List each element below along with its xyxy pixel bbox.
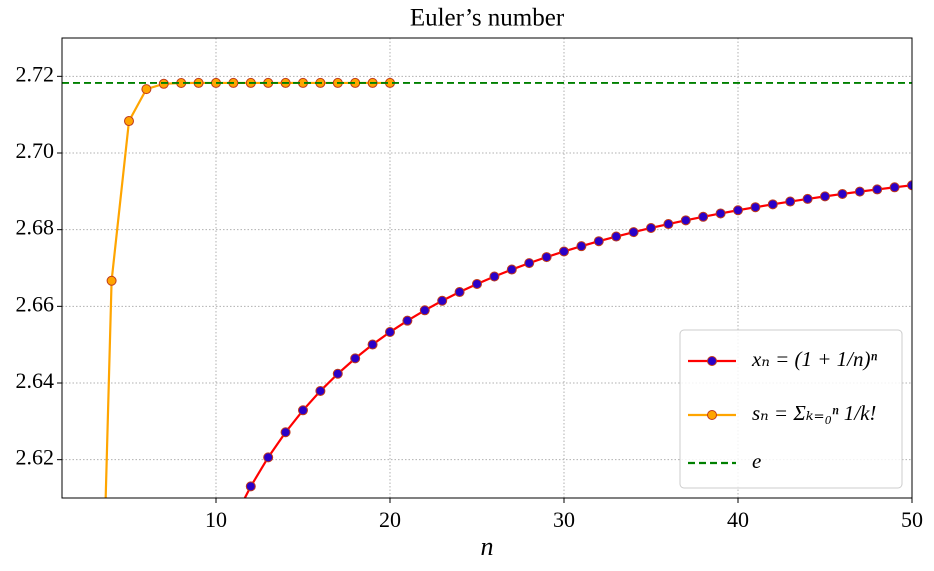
data-point — [524, 258, 535, 269]
data-point — [593, 236, 604, 247]
data-point — [437, 295, 448, 306]
x-tick-label: 30 — [553, 507, 575, 532]
x-tick-label: 50 — [901, 507, 923, 532]
data-point — [229, 516, 238, 525]
data-point — [419, 305, 430, 316]
data-point — [315, 385, 326, 396]
y-tick-label: 2.72 — [16, 61, 55, 86]
data-point — [698, 211, 709, 222]
data-point — [541, 252, 552, 263]
y-tick-label: 2.70 — [16, 138, 55, 163]
data-point — [767, 199, 778, 210]
y-tick-label: 2.62 — [16, 445, 55, 470]
data-point — [663, 219, 674, 230]
data-point — [680, 215, 691, 226]
data-point — [106, 275, 117, 286]
data-point — [367, 339, 378, 350]
data-point — [819, 191, 830, 202]
legend-label: e — [752, 449, 761, 473]
data-point — [872, 184, 883, 195]
data-point — [889, 182, 900, 193]
data-point — [907, 180, 912, 191]
legend-marker — [707, 356, 717, 366]
y-tick-label: 2.68 — [16, 215, 55, 240]
data-point — [628, 227, 639, 238]
legend-marker — [707, 410, 717, 420]
data-point — [750, 202, 761, 213]
axes-frame — [61, 37, 913, 499]
data-point — [280, 427, 291, 438]
x-tick-label: 10 — [205, 507, 227, 532]
data-point — [471, 278, 482, 289]
legend-label: xₙ = (1 + 1/n)ⁿ — [751, 347, 877, 371]
data-point — [350, 353, 361, 364]
data-point — [506, 264, 517, 275]
legend-label: sₙ = Σₖ₌₀ⁿ 1/k! — [752, 401, 876, 425]
data-point — [211, 556, 220, 565]
data-point — [123, 116, 134, 127]
data-point — [854, 186, 865, 197]
data-point — [785, 196, 796, 207]
legend-box — [679, 329, 903, 489]
x-tick-label: 20 — [379, 507, 401, 532]
data-point — [611, 231, 622, 242]
data-point — [576, 241, 587, 252]
chart-title: Euler’s number — [410, 5, 565, 32]
data-point — [141, 84, 152, 95]
plot-area — [62, 77, 912, 565]
y-tick-label: 2.66 — [16, 291, 55, 316]
data-point — [332, 368, 343, 379]
data-point — [645, 222, 656, 233]
data-point — [245, 481, 256, 492]
data-point — [732, 205, 743, 216]
data-point — [297, 405, 308, 416]
data-point — [454, 287, 465, 298]
data-point — [837, 188, 848, 199]
data-point — [558, 246, 569, 257]
x-tick-label: 40 — [727, 507, 749, 532]
data-point — [489, 271, 500, 282]
x-axis-label: n — [481, 532, 494, 561]
y-tick-label: 2.64 — [16, 368, 55, 393]
data-point — [402, 315, 413, 326]
data-point — [384, 327, 395, 338]
data-point — [263, 452, 274, 463]
data-point — [802, 193, 813, 204]
legend: xₙ = (1 + 1/n)ⁿ sₙ = Σₖ₌₀ⁿ 1/k! e — [679, 329, 903, 489]
data-point — [715, 208, 726, 219]
